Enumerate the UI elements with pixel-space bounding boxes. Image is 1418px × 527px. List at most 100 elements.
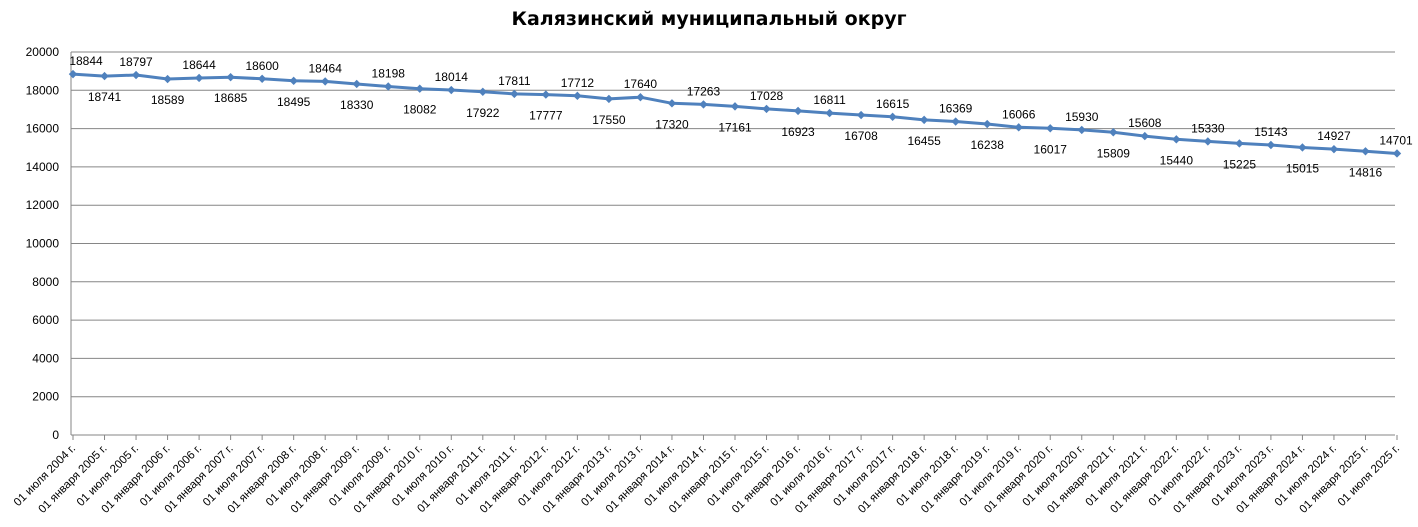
y-tick-label: 16000 — [26, 122, 60, 136]
data-label: 17777 — [529, 109, 563, 123]
series — [68, 69, 1402, 158]
data-point — [194, 73, 204, 83]
data-label: 15330 — [1191, 121, 1225, 135]
data-point — [1046, 124, 1055, 133]
y-tick-label: 0 — [52, 428, 59, 442]
data-label: 15440 — [1160, 153, 1194, 167]
data-point — [1361, 147, 1370, 156]
data-label: 17263 — [687, 84, 721, 98]
data-label: 15930 — [1065, 110, 1099, 124]
data-point — [1392, 149, 1402, 158]
data-label: 18600 — [245, 59, 279, 73]
data-point — [888, 112, 897, 122]
data-point — [667, 99, 677, 108]
data-point — [951, 117, 960, 126]
data-point — [1298, 143, 1307, 152]
data-point — [100, 71, 109, 81]
data-label: 18014 — [435, 70, 469, 84]
y-tick-label: 12000 — [26, 198, 60, 212]
data-label: 15608 — [1128, 116, 1162, 130]
y-tick-label: 14000 — [26, 160, 60, 174]
data-label: 18464 — [309, 61, 343, 75]
data-label: 17028 — [750, 89, 784, 103]
data-label: 18844 — [69, 54, 103, 68]
data-point — [447, 85, 456, 95]
data-label: 16238 — [971, 138, 1005, 152]
y-tick-label: 10000 — [26, 237, 60, 251]
data-label: 17161 — [718, 120, 752, 134]
data-label: 17922 — [466, 106, 500, 120]
data-label: 16369 — [939, 102, 973, 116]
data-point — [384, 82, 393, 91]
data-point — [982, 119, 992, 129]
data-point — [856, 110, 866, 120]
y-tick-label: 18000 — [26, 83, 60, 97]
axes: 0 2000 4000 6000 8000 10000 12000 14000 16000 180… — [12, 45, 1402, 516]
data-point — [1172, 135, 1181, 144]
data-point — [699, 100, 708, 109]
data-point — [257, 74, 267, 84]
y-tick-label: 8000 — [32, 275, 59, 289]
data-label: 16708 — [844, 129, 878, 143]
data-point — [226, 72, 235, 82]
data-label: 14927 — [1317, 129, 1351, 143]
data-label: 18082 — [403, 103, 437, 117]
data-point — [320, 77, 330, 86]
data-point — [1235, 139, 1244, 148]
data-point — [1203, 137, 1213, 146]
y-tick-label: 6000 — [32, 313, 59, 327]
data-label: 16923 — [781, 125, 815, 139]
data-point — [762, 104, 771, 114]
data-label: 15225 — [1223, 157, 1257, 171]
data-point — [919, 115, 929, 125]
gridlines — [71, 51, 1395, 398]
chart-title: Калязинский муниципальный округ — [511, 8, 907, 30]
data-point — [1140, 131, 1150, 141]
data-label: 18589 — [151, 93, 185, 107]
data-point — [636, 92, 645, 102]
data-label: 18495 — [277, 95, 311, 109]
data-label: 17320 — [655, 117, 689, 131]
data-label: 16615 — [876, 97, 910, 111]
data-point — [131, 70, 141, 80]
data-label: 17712 — [561, 76, 595, 90]
data-point — [1077, 125, 1086, 135]
data-label: 15809 — [1097, 146, 1131, 160]
data-label: 16811 — [813, 93, 846, 107]
series-line — [72, 72, 1398, 155]
data-label: 18198 — [372, 67, 406, 81]
data-label: 15143 — [1254, 125, 1288, 139]
data-point — [541, 90, 551, 99]
data-labels: 18844 18741 18797 18589 18644 18685 18600 18495… — [69, 54, 1413, 179]
data-label: 17811 — [498, 74, 531, 88]
data-label: 15015 — [1286, 161, 1320, 175]
data-point — [1266, 140, 1276, 150]
data-label: 18330 — [340, 98, 374, 112]
data-point — [604, 94, 614, 104]
data-point — [68, 69, 78, 79]
data-point — [289, 76, 298, 86]
data-point — [1329, 144, 1339, 154]
data-label: 18644 — [182, 58, 216, 72]
data-label: 16017 — [1034, 142, 1068, 156]
data-point — [1014, 123, 1023, 132]
y-tick-label: 2000 — [32, 390, 59, 404]
data-point — [1109, 128, 1118, 137]
data-point — [825, 108, 834, 118]
data-point — [163, 74, 172, 84]
data-point — [730, 102, 740, 111]
data-point — [415, 84, 424, 93]
data-point — [510, 89, 519, 99]
data-label: 18797 — [119, 55, 153, 69]
data-point — [573, 91, 582, 101]
data-label: 16066 — [1002, 107, 1036, 121]
y-tick-label: 4000 — [32, 351, 59, 365]
data-label: 14816 — [1349, 165, 1383, 179]
data-label: 18685 — [214, 91, 248, 105]
data-point — [352, 79, 361, 89]
data-label: 16455 — [907, 134, 941, 148]
data-label: 17640 — [624, 77, 658, 91]
data-label: 14701 — [1379, 133, 1413, 147]
